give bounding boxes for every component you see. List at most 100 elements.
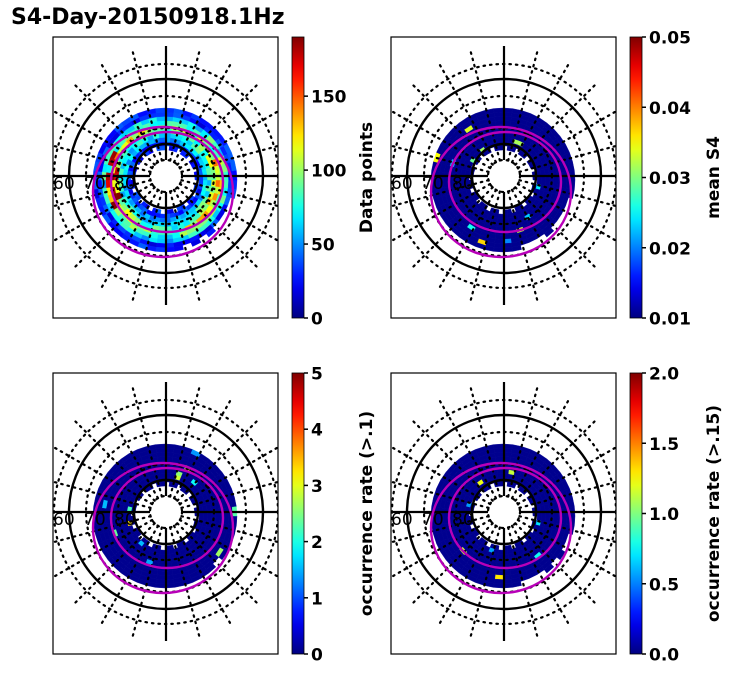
data-cell — [556, 549, 566, 561]
grid-spoke-dotted — [99, 524, 160, 626]
axes-frame — [390, 372, 617, 655]
latitude-label: 70 — [84, 510, 106, 530]
auroral-oval-outer — [91, 125, 235, 259]
data-cell — [561, 179, 567, 189]
colorbar-tick-label: 1.0 — [649, 505, 679, 525]
colorbar-gradient — [629, 372, 643, 655]
latitude-label: 60 — [53, 174, 75, 194]
grid-spoke-dotted — [131, 49, 163, 162]
colorbar-tick-label: 1.5 — [649, 435, 679, 455]
polar-panel-3: 60 70 80 0 1 2 3 4 5 occurrence rate (>.1) — [52, 365, 377, 666]
data-cell — [494, 234, 504, 240]
grid-spoke-dotted — [510, 398, 571, 500]
colorbar: 0.0 0.5 1.0 1.5 2.0 occurrence rate (>.15) — [629, 365, 724, 666]
grid-spoke-dotted — [516, 446, 616, 506]
data-cell — [156, 574, 166, 580]
data-cell — [156, 234, 166, 240]
data-cell — [494, 570, 504, 576]
auroral-oval-outer — [429, 461, 573, 595]
data-cell — [218, 549, 228, 561]
data-cell — [443, 179, 449, 189]
colorbar-tick-label: 4 — [311, 421, 323, 441]
data-cell — [496, 132, 504, 139]
data-cell — [155, 582, 166, 589]
colorbar-label: mean S4 — [704, 136, 724, 219]
colorbar-gradient — [291, 36, 305, 319]
grid-spoke-dotted — [53, 109, 154, 170]
data-cell — [540, 179, 546, 186]
auroral-oval-inner — [447, 466, 563, 570]
polar-panel-1: 60 70 80 0 50 100 150 Data points — [52, 36, 377, 330]
grid-spoke-dotted — [176, 186, 260, 270]
data-cell — [160, 481, 166, 487]
data-cell — [536, 515, 542, 522]
grid-spoke-dotted — [72, 418, 156, 502]
latitude-label: 60 — [391, 510, 413, 530]
grid-spoke-dotted — [180, 179, 278, 208]
data-cell — [156, 452, 166, 458]
data-cell — [156, 116, 166, 122]
grid-spoke-dotted — [53, 445, 154, 506]
colorbar-tick-label: 100 — [311, 162, 347, 182]
latitude-label: 80 — [452, 510, 474, 530]
data-cell — [496, 226, 504, 232]
colorbar-tick-label: 5 — [311, 365, 323, 385]
grid-spoke-dotted — [514, 186, 598, 270]
colorbar-tick-label: 0.0 — [649, 646, 679, 666]
grid-spoke-dotted — [410, 186, 494, 270]
grid-spoke-dotted — [176, 82, 260, 166]
grid-spoke-dotted — [510, 524, 571, 626]
grid-spoke-dotted — [469, 49, 501, 162]
data-cell — [493, 443, 504, 450]
grid-spoke-dotted — [518, 480, 616, 509]
polar-panel-2: 60 70 80 0.01 0.02 0.03 0.04 0.05 mean S4 — [390, 29, 724, 330]
data-cell — [155, 246, 166, 253]
data-cell — [497, 213, 504, 219]
auroral-oval-outer — [91, 461, 235, 595]
data-cell — [159, 549, 166, 555]
grid-spoke-dotted — [72, 82, 156, 166]
data-cell — [544, 179, 551, 187]
grid-spoke-dotted — [99, 62, 160, 164]
latitude-label: 80 — [452, 174, 474, 194]
data-cell — [155, 443, 166, 450]
data-cell — [443, 515, 449, 525]
auroral-oval-inner — [109, 466, 225, 570]
data-cell — [223, 515, 229, 525]
data-cell — [198, 179, 204, 186]
colorbar-gradient — [291, 372, 305, 655]
grid-spoke-dotted — [169, 385, 201, 498]
data-cell — [493, 582, 504, 589]
grid-spoke-dotted — [514, 418, 598, 502]
grid-spoke-dotted — [72, 186, 156, 270]
grid-spoke-dotted — [172, 524, 233, 626]
grid-spoke-dotted — [72, 522, 156, 606]
colorbar-tick-label: 3 — [311, 477, 323, 497]
grid-spoke-dotted — [176, 418, 260, 502]
colorbar-tick-label: 2 — [311, 533, 323, 553]
data-cell — [159, 217, 166, 223]
grid-spoke-dotted — [518, 179, 616, 208]
grid-spoke-dotted — [169, 190, 201, 303]
grid-spoke-dotted — [469, 190, 501, 303]
axes-frame — [52, 36, 279, 319]
grid-spoke-dotted — [131, 385, 163, 498]
data-cell — [544, 227, 555, 238]
grid-spoke-dotted — [53, 179, 152, 208]
grid-spoke-dotted — [176, 522, 260, 606]
data-cell — [536, 179, 542, 186]
grid-spoke-dotted — [391, 445, 492, 506]
data-cell — [156, 238, 166, 244]
grid-spoke-dotted — [172, 398, 233, 500]
data-cell — [156, 570, 166, 576]
data-cell — [190, 238, 202, 247]
data-cell — [493, 107, 504, 114]
plot-area: 60 70 80 — [53, 46, 278, 305]
grid-spoke-dotted — [507, 385, 539, 498]
grid-spoke-dotted — [437, 398, 498, 500]
data-cell — [160, 145, 166, 151]
grid-spoke-dotted — [514, 82, 598, 166]
data-cell — [494, 452, 504, 458]
data-cell — [540, 515, 546, 522]
grid-spoke-dotted — [180, 480, 278, 509]
